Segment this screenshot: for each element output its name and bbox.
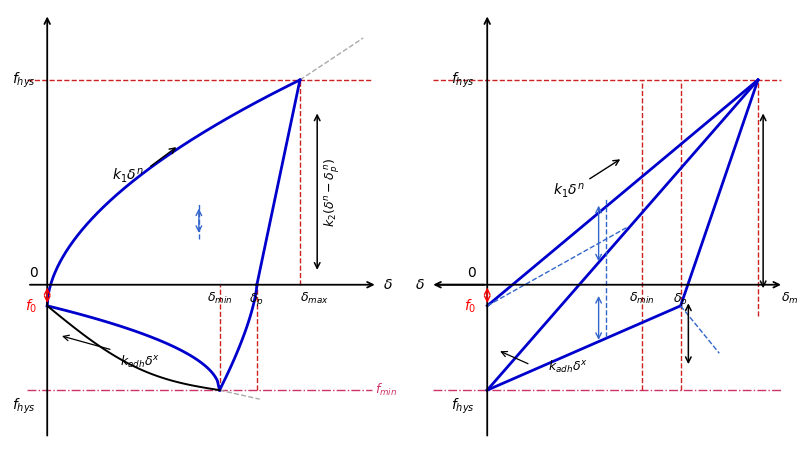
Text: $0$: $0$ <box>29 266 39 280</box>
Text: $\delta$: $\delta$ <box>383 278 393 292</box>
Text: $f_0$: $f_0$ <box>464 297 477 314</box>
Text: $\delta_{min}$: $\delta_{min}$ <box>629 291 654 307</box>
Text: $f_{hys}$: $f_{hys}$ <box>12 397 36 416</box>
Text: $k_2(\delta^n-\delta_p^{\,n})$: $k_2(\delta^n-\delta_p^{\,n})$ <box>323 158 343 227</box>
Text: $k_1\delta^n$: $k_1\delta^n$ <box>112 167 144 185</box>
Text: $k_{adh}\delta^x$: $k_{adh}\delta^x$ <box>120 354 159 370</box>
Text: $f_{hys}$: $f_{hys}$ <box>451 70 474 90</box>
Text: $\delta_{min}$: $\delta_{min}$ <box>207 291 233 307</box>
Text: $k_1\delta^n$: $k_1\delta^n$ <box>553 181 584 200</box>
Text: $\delta$: $\delta$ <box>415 278 425 292</box>
Text: $0$: $0$ <box>467 266 477 280</box>
Text: $\delta_p$: $\delta_p$ <box>673 291 688 308</box>
Text: $f_{hys}$: $f_{hys}$ <box>12 70 36 90</box>
Text: $\delta_{m}$: $\delta_{m}$ <box>781 291 799 307</box>
Text: $k_{adh}\delta^x$: $k_{adh}\delta^x$ <box>548 359 587 375</box>
Text: $f_{min}$: $f_{min}$ <box>375 382 397 398</box>
Text: $\delta_{max}$: $\delta_{max}$ <box>300 291 329 307</box>
Text: $\delta_p$: $\delta_p$ <box>250 291 264 308</box>
Text: $f_0$: $f_0$ <box>25 297 37 314</box>
Text: $f_{hys}$: $f_{hys}$ <box>451 397 474 416</box>
